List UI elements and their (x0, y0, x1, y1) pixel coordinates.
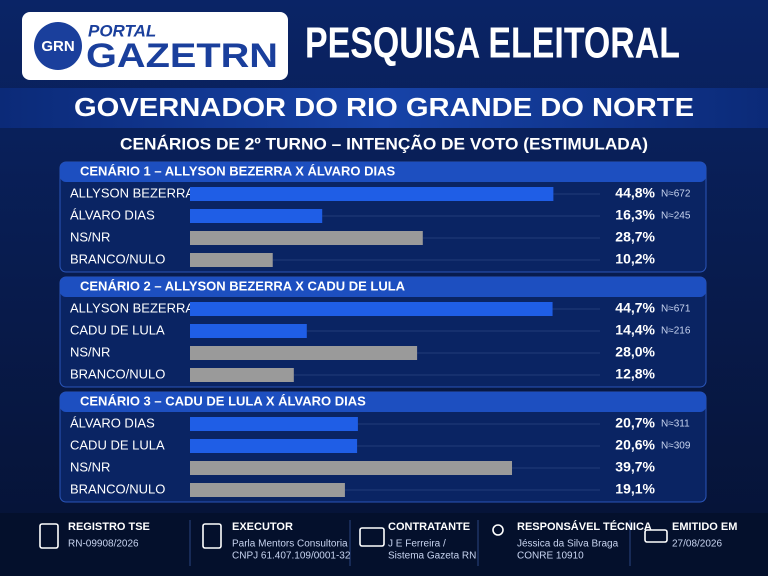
subtitle-band (0, 88, 768, 128)
bar (190, 302, 553, 316)
footer-title: EMITIDO EM (672, 521, 737, 533)
footer-line: CNPJ 61.407.109/0001-32 (232, 551, 351, 562)
icon-contract (202, 523, 222, 549)
footer-line: J E Ferreira / (388, 539, 446, 550)
category-label: BRANCO/NULO (70, 481, 165, 496)
bar (190, 417, 358, 431)
logo-box (22, 12, 288, 80)
bar (190, 346, 418, 360)
icon-person (492, 524, 504, 536)
logo-badge-circle (34, 22, 82, 70)
value-label: 28,7% (615, 229, 655, 245)
sample-label: N≈245 (661, 211, 691, 222)
panel-header (60, 277, 706, 297)
value-label: 44,7% (615, 300, 655, 316)
value-label: 16,3% (615, 207, 655, 223)
footer-line: Jéssica da Silva Braga (517, 539, 619, 550)
value-label: 12,8% (615, 366, 655, 382)
value-label: 20,6% (615, 437, 655, 453)
bar (190, 253, 273, 267)
category-label: ÁLVARO DIAS (70, 415, 155, 430)
icon-briefcase (359, 527, 385, 547)
bar (190, 231, 423, 245)
panel-header (60, 392, 706, 412)
value-label: 28,0% (615, 344, 655, 360)
footer-line: RN-09908/2026 (68, 539, 139, 550)
category-label: CADU DE LULA (70, 437, 165, 452)
bar (190, 368, 294, 382)
logo-badge: GRN (41, 38, 74, 55)
bar (190, 324, 307, 338)
page-title: PESQUISA ELEITORAL (305, 19, 680, 68)
category-label: NS/NR (70, 229, 110, 244)
category-label: ÁLVARO DIAS (70, 207, 155, 222)
value-label: 20,7% (615, 415, 655, 431)
sample-label: N≈309 (661, 441, 691, 452)
caption: CENÁRIOS DE 2º TURNO – INTENÇÃO DE VOTO … (120, 133, 648, 153)
category-label: NS/NR (70, 459, 110, 474)
value-label: 44,8% (615, 185, 655, 201)
panel-title: CENÁRIO 3 – CADU DE LULA X ÁLVARO DIAS (80, 393, 366, 408)
bar (190, 461, 513, 475)
value-label: 39,7% (615, 459, 655, 475)
footer-icons (39, 523, 668, 549)
footer-line: Parla Mentors Consultoria (232, 539, 348, 550)
footer-title: CONTRATANTE (388, 521, 470, 533)
value-label: 14,4% (615, 322, 655, 338)
footer-title: EXECUTOR (232, 521, 293, 533)
panel-header (60, 162, 706, 182)
category-label: BRANCO/NULO (70, 251, 165, 266)
sample-label: N≈672 (661, 189, 691, 200)
footer-title: REGISTRO TSE (68, 521, 150, 533)
category-label: NS/NR (70, 344, 110, 359)
footer-title: RESPONSÁVEL TÉCNICA (517, 520, 652, 533)
category-label: ALLYSON BEZERRA (70, 300, 194, 315)
category-label: BRANCO/NULO (70, 366, 165, 381)
bar (190, 439, 358, 453)
footer-line: Sistema Gazeta RN (388, 551, 476, 562)
subtitle: GOVERNADOR DO RIO GRANDE DO NORTE (74, 92, 694, 122)
panel-title: CENÁRIO 2 – ALLYSON BEZERRA X CADU DE LU… (80, 278, 406, 293)
category-label: ALLYSON BEZERRA (70, 185, 194, 200)
icon-document (39, 523, 59, 549)
bar (190, 209, 323, 223)
category-label: CADU DE LULA (70, 322, 165, 337)
bar (190, 187, 554, 201)
logo-main: GAZETRN (86, 37, 278, 75)
footer-line: CONRE 10910 (517, 551, 584, 562)
value-label: 19,1% (615, 481, 655, 497)
bar (190, 483, 345, 497)
sample-label: N≈671 (661, 304, 691, 315)
panel-title: CENÁRIO 1 – ALLYSON BEZERRA X ÁLVARO DIA… (80, 163, 395, 178)
sample-label: N≈311 (661, 419, 690, 430)
logo-top: PORTAL (88, 21, 156, 40)
sample-label: N≈216 (661, 326, 691, 337)
value-label: 10,2% (615, 251, 655, 267)
footer-line: 27/08/2026 (672, 539, 722, 550)
icon-printer (644, 529, 668, 543)
